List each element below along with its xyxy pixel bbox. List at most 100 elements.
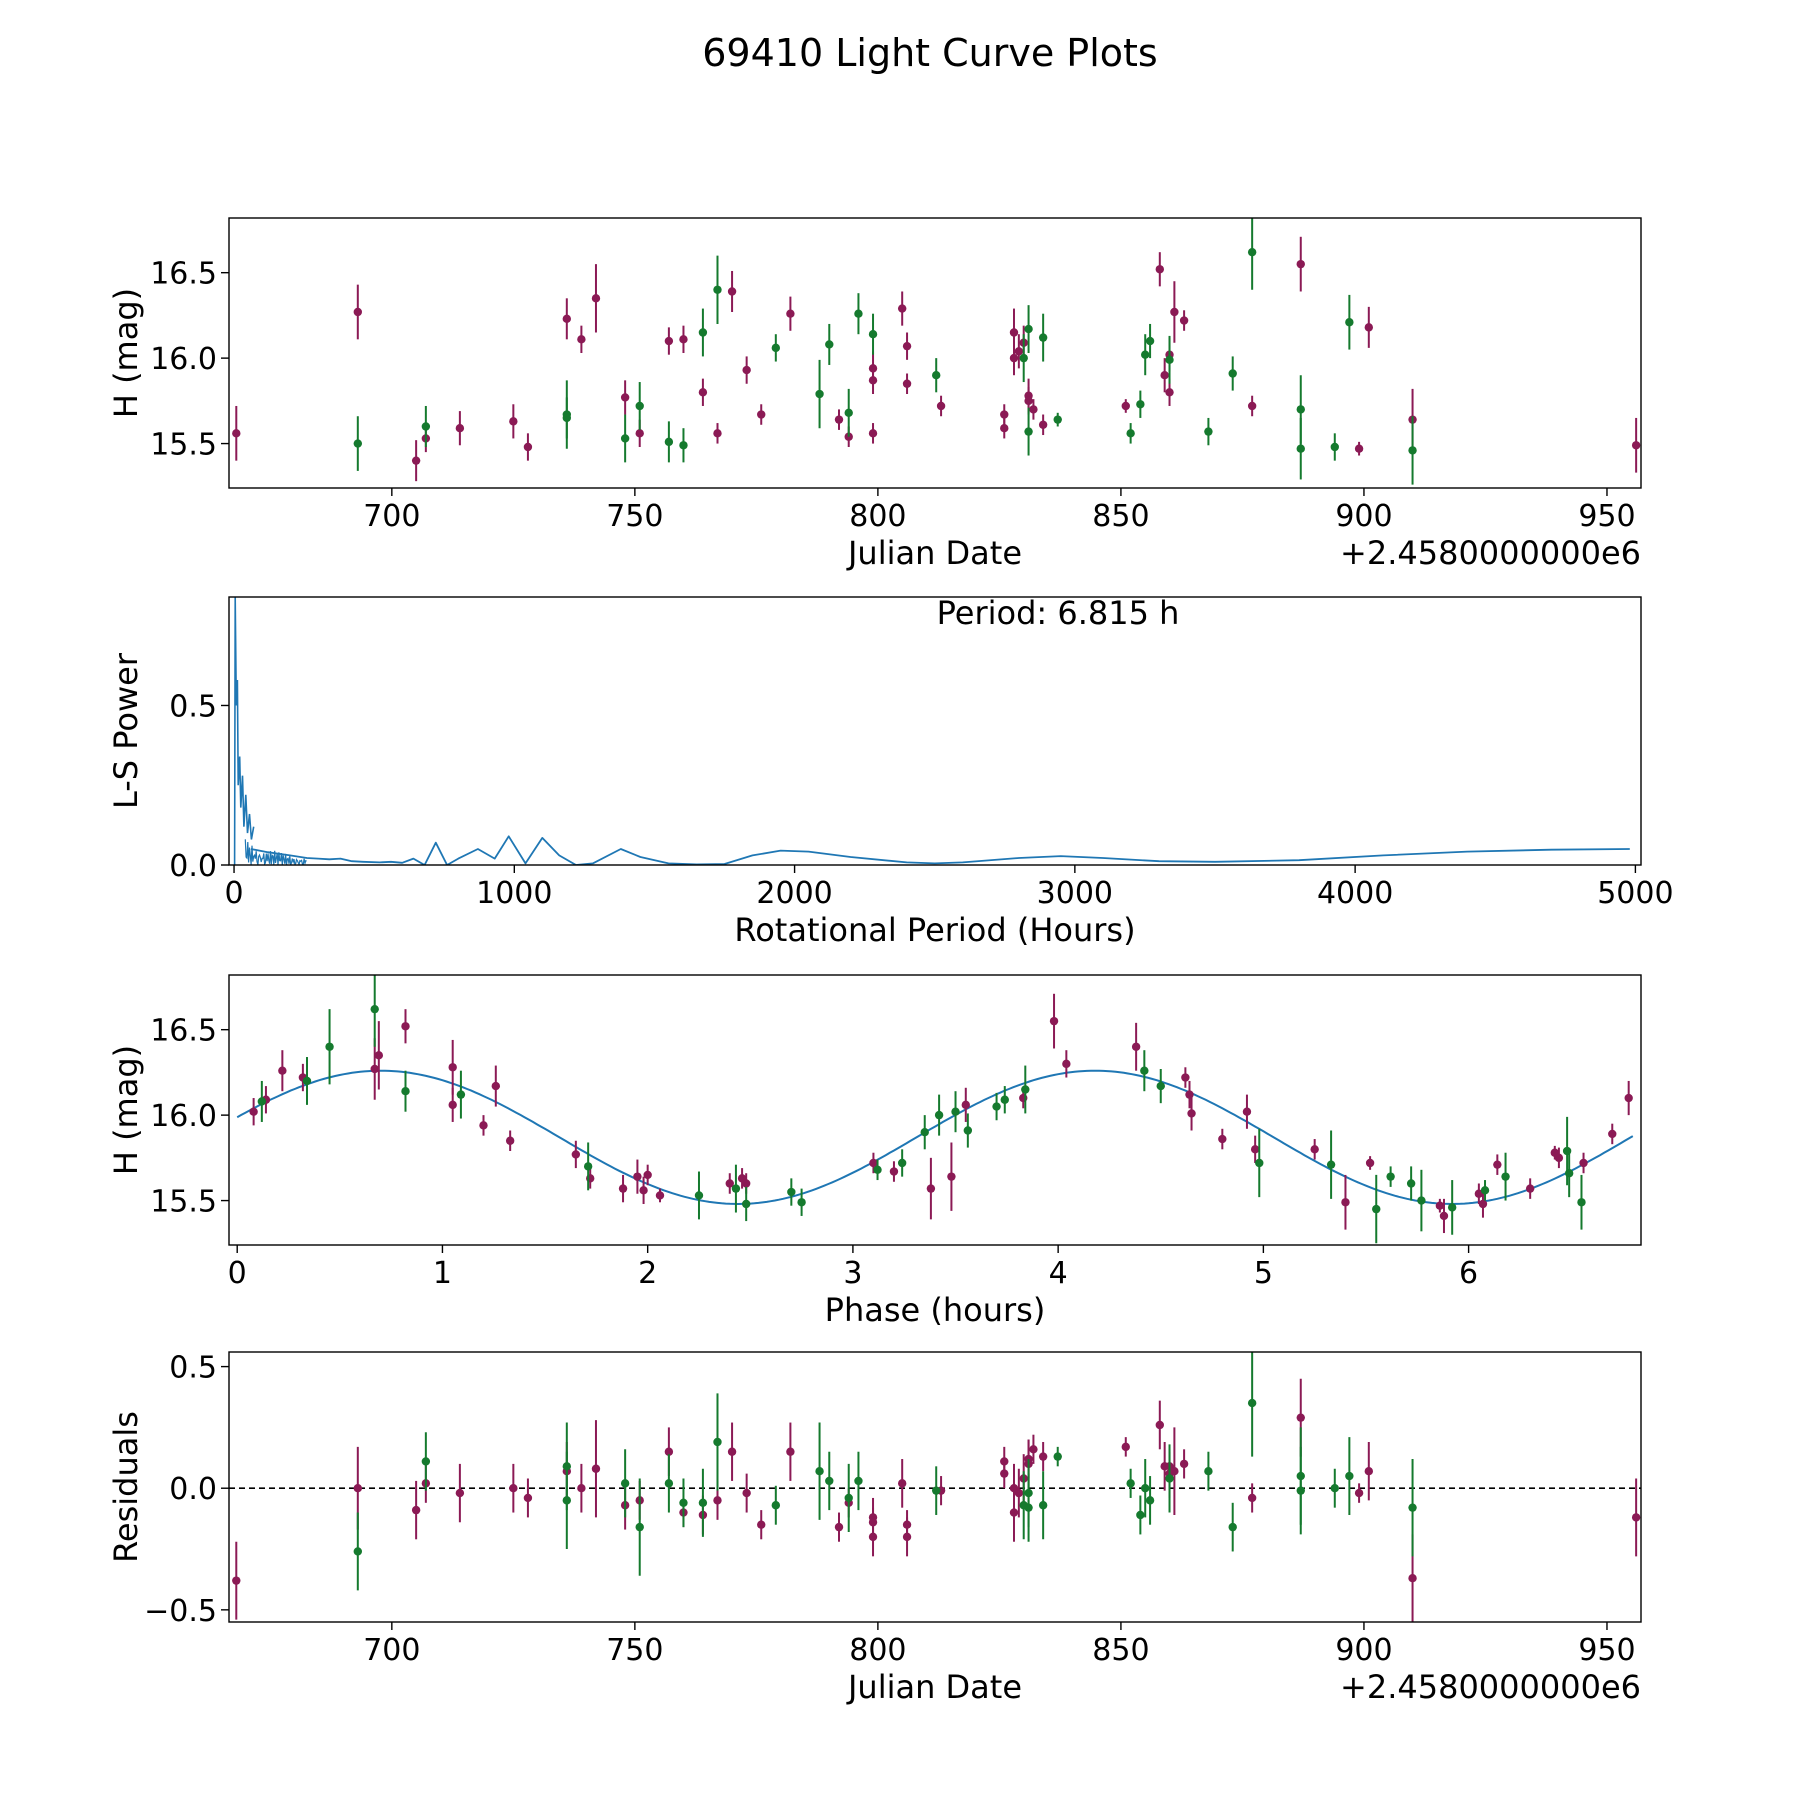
data-point [679,441,688,450]
periodogram-peak-line [233,597,255,865]
data-point [1474,1189,1484,1198]
data-point [1255,1158,1264,1168]
data-point [1156,1081,1165,1091]
x-offset-text: +2.4580000000e6 [1340,534,1641,572]
data-point [1165,388,1174,397]
x-tick-label: 3000 [1037,876,1113,911]
data-point [1345,1471,1354,1481]
y-tick-label: 15.5 [150,428,217,463]
data-point [897,304,907,313]
data-point [741,1179,751,1188]
data-point [713,285,722,294]
data-point [353,439,363,448]
x-tick-label: 4000 [1317,876,1393,911]
data-point [1024,324,1033,334]
data-point [1155,1420,1165,1430]
data-point [1053,415,1062,424]
x-tick-label: 900 [1335,1633,1392,1668]
data-point [1345,318,1354,327]
data-point [1247,401,1257,411]
data-point [421,1457,431,1466]
data-point [1038,420,1048,429]
data-point [1024,396,1033,406]
data-point [1417,1196,1426,1205]
data-point [1160,371,1169,380]
data-point [1009,328,1019,337]
plot-area [236,975,1634,1244]
data-point [934,1110,944,1120]
x-tick-label: 1000 [476,876,552,911]
data-point [523,1493,533,1503]
data-point [370,1004,379,1014]
data-point [1564,1169,1574,1178]
x-tick-label: 850 [1092,1633,1149,1668]
data-point [1038,1452,1048,1461]
y-tick-label: 16.0 [150,1099,217,1134]
data-point [961,1100,970,1110]
data-point [1354,1488,1364,1498]
data-point [635,401,644,411]
data-point [1310,1145,1319,1154]
data-point [370,1064,379,1074]
data-point [1330,442,1339,452]
data-point [1053,1452,1062,1461]
data-point [1038,333,1048,342]
data-point [232,1576,241,1585]
data-point [1136,400,1145,409]
data-point [1341,1198,1350,1207]
data-point [421,422,431,431]
data-point [523,442,533,452]
data-point [786,1447,795,1456]
data-point [1121,1442,1130,1452]
data-point [1579,1158,1588,1168]
data-point [1408,1503,1417,1512]
x-tick-label: 800 [849,1633,906,1668]
data-point [1019,353,1028,363]
data-point [620,434,630,443]
data-point [815,389,824,399]
y-tick-label: 0.0 [169,849,217,884]
data-point [727,287,737,296]
data-point [741,1199,751,1209]
data-point [698,328,708,337]
data-point [926,1184,936,1193]
data-point [844,1493,853,1503]
data-point [742,365,751,375]
data-point [873,1165,882,1175]
data-point [727,1447,737,1456]
x-tick-label: 1 [433,1256,452,1291]
y-axis-label: Residuals [107,1411,145,1563]
data-point [1000,410,1009,419]
x-tick-label: 750 [606,1633,663,1668]
x-tick-label: 700 [363,1633,420,1668]
data-point [947,1172,956,1181]
data-point [902,379,912,388]
data-point [562,413,572,423]
data-point [257,1097,267,1106]
data-point [664,437,674,447]
data-point [1447,1203,1457,1212]
data-point [1408,446,1417,455]
data-point [1554,1153,1564,1163]
data-point [834,415,844,424]
data-point [1525,1184,1535,1193]
data-point [897,1479,907,1488]
data-point [1247,1398,1257,1408]
data-point [401,1087,410,1096]
data-point [868,1532,878,1542]
period-annotation: Period: 6.815 h [937,594,1180,632]
x-tick-label: 4 [1049,1256,1068,1291]
periodogram-panel: 0 1000 2000 3000 4000 5000 0.0 0.5 Rotational Pe… [107,594,1674,949]
x-tick-label: 750 [606,499,663,534]
data-point [1014,347,1024,356]
data-point [1062,1059,1071,1069]
data-point [353,307,363,317]
plot-frame [228,1351,1642,1623]
data-point [787,1187,796,1197]
data-point [897,1158,907,1168]
data-point [951,1107,960,1116]
data-point [797,1198,806,1207]
data-point [664,1447,674,1456]
y-tick-label: 0.0 [169,1472,217,1507]
data-point [698,388,708,397]
